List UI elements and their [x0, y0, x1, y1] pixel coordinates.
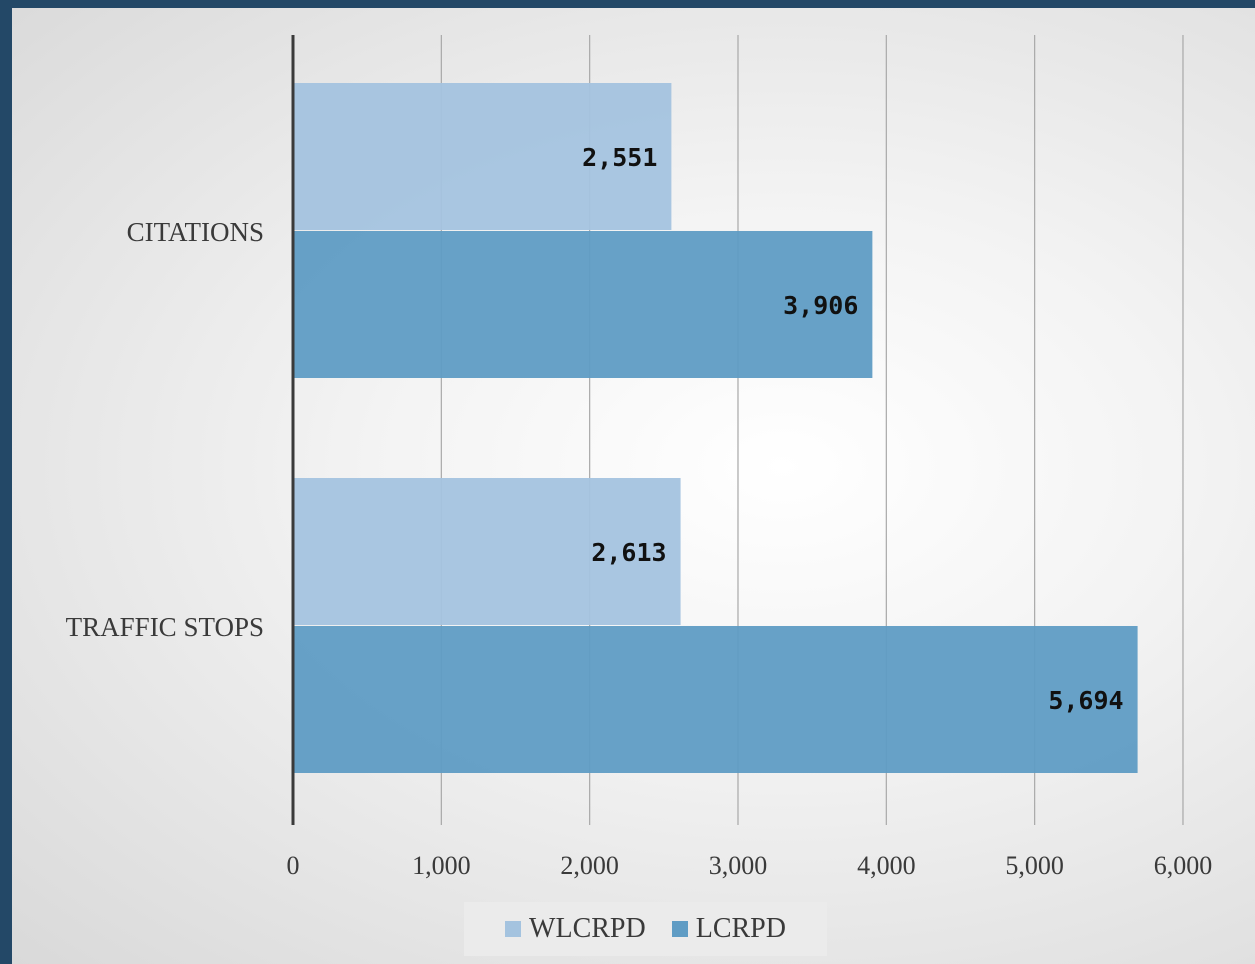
data-label: 2,613: [591, 538, 666, 567]
bar-wlcrpd-citations: [293, 83, 672, 230]
data-label: 5,694: [1048, 686, 1123, 715]
tick-label: 4,000: [857, 851, 916, 880]
data-label: 3,906: [783, 291, 858, 320]
legend: WLCRPD LCRPD: [464, 902, 827, 956]
data-label: 2,551: [582, 143, 657, 172]
legend-swatch: [505, 921, 522, 937]
legend-item-wlcrpd: WLCRPD: [505, 913, 646, 945]
tick-label: 0: [287, 851, 300, 880]
tick-label: 2,000: [560, 851, 619, 880]
legend-swatch: [671, 921, 688, 937]
bar-lcrpd-citations: [293, 231, 873, 378]
category-labels: CITATIONS TRAFFIC STOPS: [66, 217, 264, 642]
tick-label: 5,000: [1005, 851, 1064, 880]
bar-chart: 2,551 3,906 2,613 5,694 CITATIONS TRAFFIC ST…: [66, 35, 1213, 880]
category-label: CITATIONS: [127, 217, 264, 247]
tick-labels: 0 1,000 2,000 3,000 4,000 5,000 6,000: [287, 851, 1213, 880]
category-label: TRAFFIC STOPS: [66, 612, 264, 642]
tick-label: 6,000: [1154, 851, 1213, 880]
bar-wlcrpd-traffic-stops: [293, 478, 681, 625]
tick-label: 3,000: [709, 851, 768, 880]
legend-label: WLCRPD: [529, 913, 646, 944]
legend-label: LCRPD: [695, 913, 786, 944]
data-labels: 2,551 3,906 2,613 5,694: [582, 143, 1123, 715]
chart-frame: 2,551 3,906 2,613 5,694 CITATIONS TRAFFIC ST…: [12, 8, 1255, 964]
legend-item-lcrpd: LCRPD: [671, 913, 786, 945]
tick-label: 1,000: [412, 851, 471, 880]
bar-lcrpd-traffic-stops: [293, 626, 1138, 773]
bars: [293, 83, 1138, 773]
